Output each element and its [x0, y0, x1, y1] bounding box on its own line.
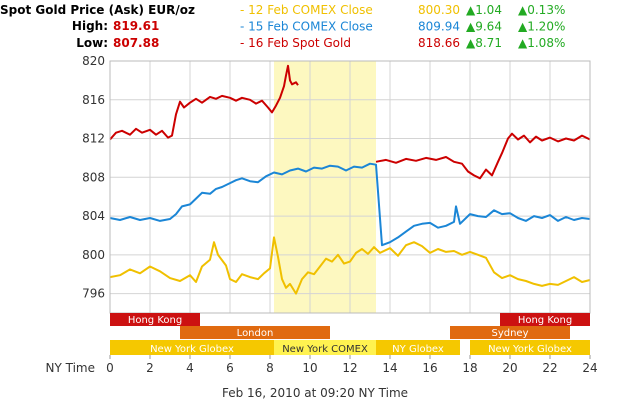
y-tick-label: 808: [82, 170, 105, 184]
y-tick-label: 800: [82, 248, 105, 262]
comex-session-highlight: [274, 61, 376, 313]
y-tick-label: 820: [82, 54, 105, 68]
session-bar: [274, 340, 376, 355]
market-sessions: Hong Kong Hong Kong London Sydney New York G…: [110, 313, 590, 355]
low-value: 807.88: [113, 36, 159, 50]
x-axis-ticks: 0 2 4 6 8 10 12 14 16 18 20 22 24: [106, 355, 598, 375]
session-label: New York COMEX: [282, 344, 368, 355]
x-tick-label: 12: [342, 361, 357, 375]
legend-price: 800.30: [418, 3, 460, 17]
y-tick-label: 812: [82, 132, 105, 146]
x-tick-label: 14: [382, 361, 397, 375]
high-value: 819.61: [113, 19, 159, 33]
session-bar: [500, 313, 590, 326]
session-bar: [376, 340, 460, 355]
y-tick-label: 796: [82, 287, 105, 301]
chart-footer: Feb 16, 2010 at 09:20 NY Time: [222, 386, 408, 400]
session-label: London: [237, 328, 274, 339]
session-bar: [180, 326, 330, 339]
x-tick-label: 22: [542, 361, 557, 375]
legend-label: - 12 Feb COMEX Close: [240, 3, 373, 17]
x-tick-label: 8: [266, 361, 274, 375]
legend-percent: ▲0.13%: [518, 3, 565, 17]
x-tick-label: 24: [582, 361, 597, 375]
x-tick-label: 16: [422, 361, 437, 375]
plot-border: [109, 60, 591, 314]
session-label: New York Globex: [150, 344, 234, 355]
session-label: Hong Kong: [518, 315, 572, 326]
session-bar: [110, 340, 274, 355]
session-bar: [450, 326, 570, 339]
low-label: Low:: [76, 36, 108, 50]
legend: - 12 Feb COMEX Close 800.30 ▲1.04 ▲0.13% - 1…: [240, 3, 565, 50]
legend-change: ▲1.04: [466, 3, 502, 17]
grid: 820 816 812 808 804 800 796: [82, 54, 591, 313]
legend-label: - 15 Feb COMEX Close: [240, 20, 373, 34]
chart-title: Spot Gold Price (Ask) EUR/oz: [0, 3, 195, 17]
session-label: Sydney: [491, 328, 528, 339]
series-line: [375, 132, 591, 180]
x-tick-label: 20: [502, 361, 517, 375]
session-bar: [470, 340, 590, 355]
legend-change: ▲9.64: [466, 20, 502, 34]
x-tick-label: 0: [106, 361, 114, 375]
session-label: NY Globex: [392, 344, 444, 355]
legend-price: 809.94: [418, 20, 460, 34]
x-tick-label: 4: [186, 361, 194, 375]
session-label: Hong Kong: [128, 315, 182, 326]
series-line: [109, 236, 591, 295]
x-tick-label: 6: [226, 361, 234, 375]
y-tick-label: 816: [82, 93, 105, 107]
legend-percent: ▲1.20%: [518, 20, 565, 34]
session-bar: [110, 313, 200, 326]
x-tick-label: 18: [462, 361, 477, 375]
series-line: [109, 64, 299, 141]
legend-change: ▲8.71: [466, 36, 502, 50]
axes: [109, 60, 591, 314]
legend-label: - 16 Feb Spot Gold: [240, 36, 351, 50]
legend-percent: ▲1.08%: [518, 36, 565, 50]
x-tick-label: 2: [146, 361, 154, 375]
series-lines: [109, 64, 591, 295]
session-label: New York Globex: [488, 344, 572, 355]
y-tick-label: 804: [82, 209, 105, 223]
legend-price: 818.66: [418, 36, 460, 50]
high-label: High:: [72, 19, 108, 33]
series-line: [109, 162, 591, 247]
x-tick-label: 10: [302, 361, 317, 375]
x-axis-label: NY Time: [46, 361, 96, 375]
